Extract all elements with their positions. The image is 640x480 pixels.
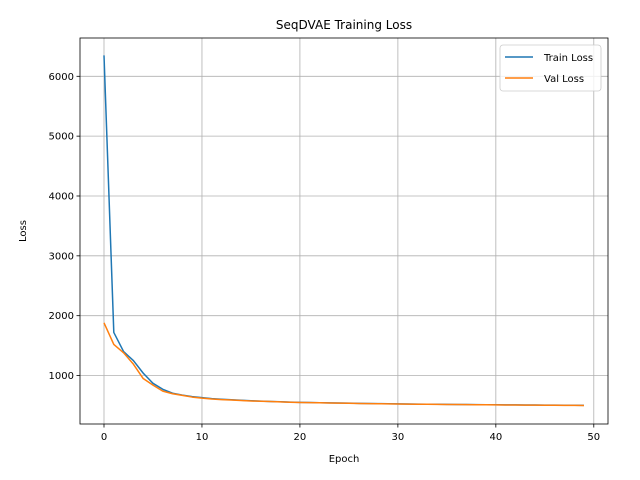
y-tick-label: 6000 [49, 72, 74, 83]
legend-label-val-loss: Val Loss [544, 74, 584, 85]
ticks: 0 10 20 30 40 50 1000 2000 3000 4000 5000 6000 [49, 72, 601, 443]
x-axis-label: Epoch [329, 454, 360, 465]
x-tick-label: 40 [489, 432, 502, 443]
x-tick-label: 50 [587, 432, 600, 443]
grid [80, 38, 608, 424]
x-tick-label: 30 [392, 432, 405, 443]
y-tick-label: 2000 [49, 311, 74, 322]
series-line-val-loss [103, 322, 585, 407]
y-tick-label: 4000 [49, 191, 74, 202]
y-tick-label: 1000 [49, 371, 74, 382]
legend: Train Loss Val Loss [499, 44, 602, 92]
y-tick-label: 5000 [49, 132, 74, 143]
plot-frame [79, 37, 609, 425]
series-lines [103, 55, 585, 407]
chart-title: SeqDVAE Training Loss [276, 18, 412, 32]
x-tick-label: 10 [196, 432, 209, 443]
y-tick-label: 3000 [49, 251, 74, 262]
x-tick-label: 0 [101, 432, 107, 443]
y-axis-label: Loss [18, 220, 29, 242]
x-tick-label: 20 [294, 432, 307, 443]
legend-label-train-loss: Train Loss [543, 53, 593, 64]
